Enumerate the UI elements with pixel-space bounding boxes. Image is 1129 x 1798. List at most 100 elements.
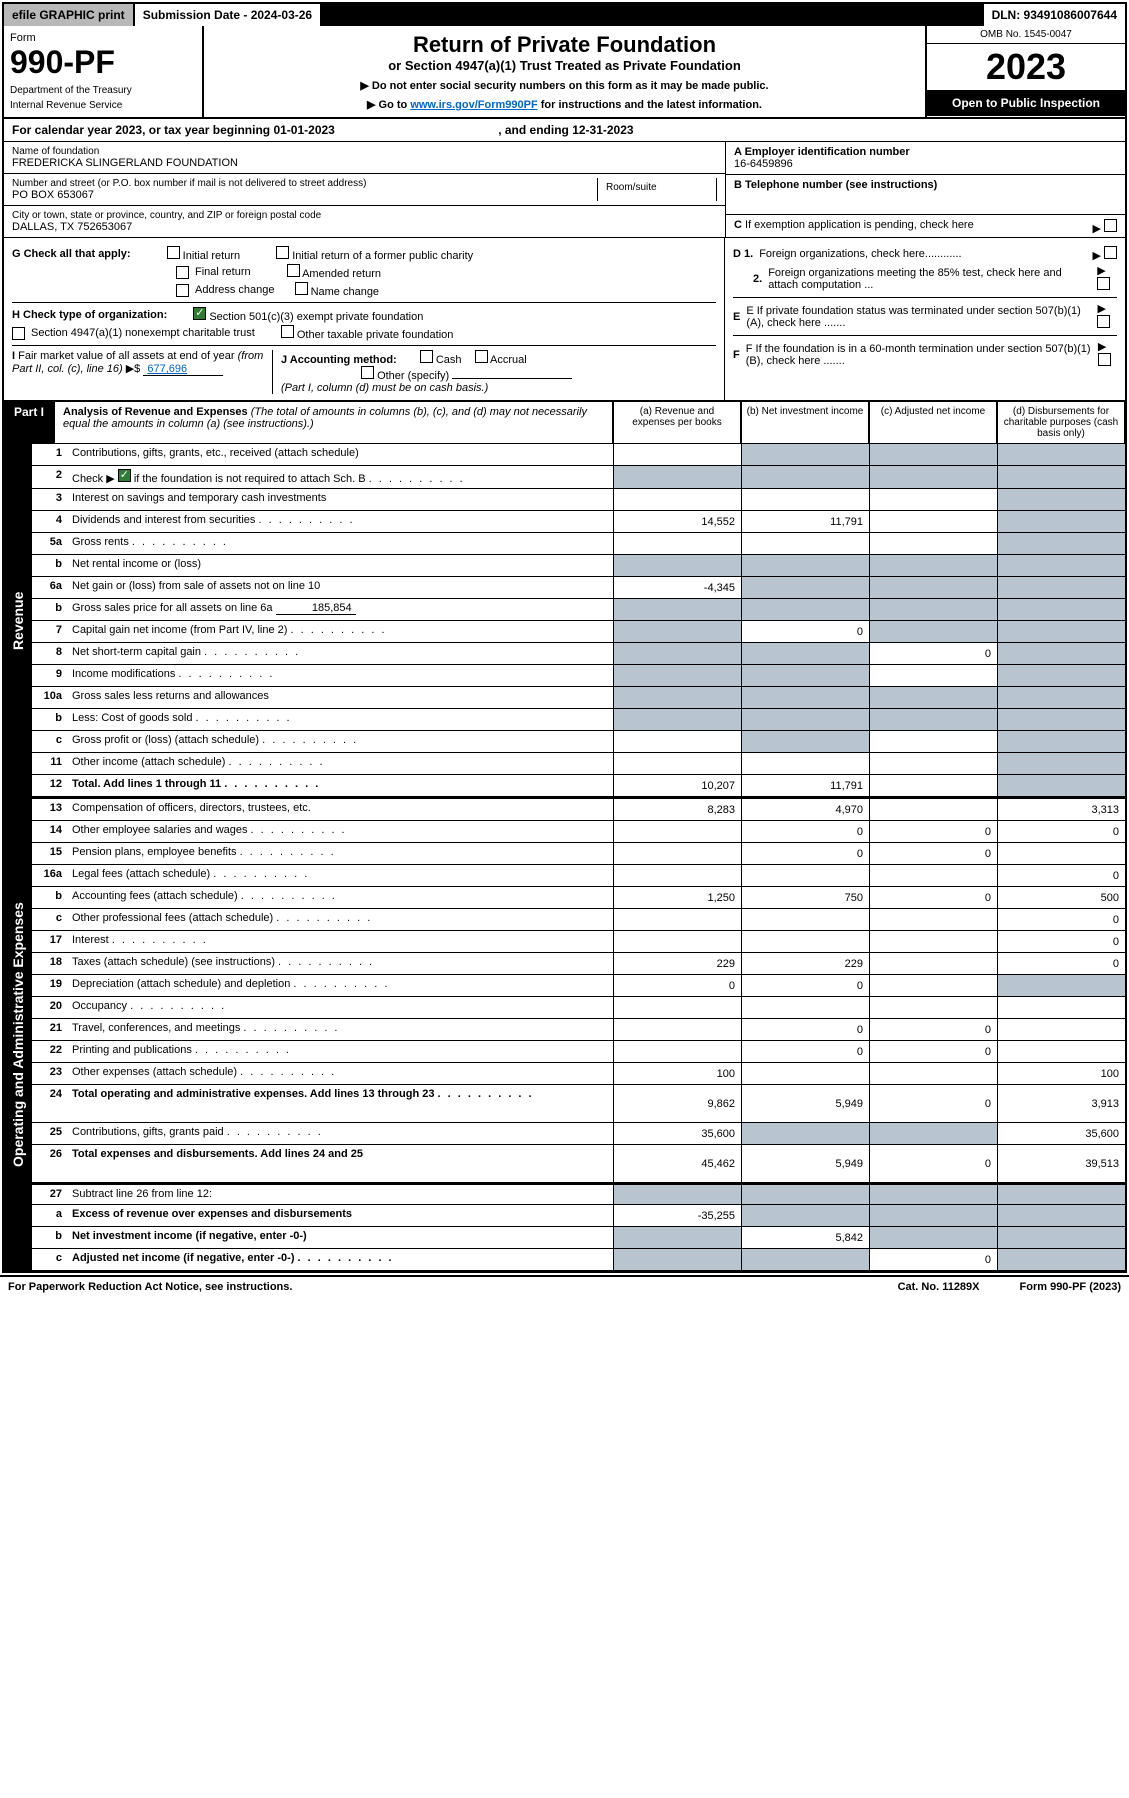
omb-number: OMB No. 1545-0047 xyxy=(927,26,1125,44)
col-b-header: (b) Net investment income xyxy=(741,401,869,444)
ein-value: 16-6459896 xyxy=(734,158,793,170)
g-amended-checkbox[interactable] xyxy=(287,264,300,277)
row-6b-num: b xyxy=(32,599,68,620)
row-15-num: 15 xyxy=(32,843,68,864)
row-15-col-c: 0 xyxy=(869,843,997,864)
row-10a-desc: Gross sales less returns and allowances xyxy=(68,687,613,708)
instr-goto: ▶ Go to www.irs.gov/Form990PF for instru… xyxy=(212,98,917,111)
row-20-num: 20 xyxy=(32,997,68,1018)
row-10b-num: b xyxy=(32,709,68,730)
g-final-label: Final return xyxy=(195,266,251,278)
g-label: G Check all that apply: xyxy=(12,248,131,260)
g-address-label: Address change xyxy=(195,284,275,296)
row-16c-col-d: 0 xyxy=(997,909,1125,930)
row-22-desc: Printing and publications xyxy=(68,1041,613,1062)
row-26-col-a: 45,462 xyxy=(613,1145,741,1182)
g-final-checkbox[interactable] xyxy=(176,266,189,279)
row-8-col-c: 0 xyxy=(869,643,997,664)
row-24-col-d: 3,913 xyxy=(997,1085,1125,1122)
row-25-col-d: 35,600 xyxy=(997,1123,1125,1144)
row-16b-col-b: 750 xyxy=(741,887,869,908)
row-23-desc: Other expenses (attach schedule) xyxy=(68,1063,613,1084)
g-address-checkbox[interactable] xyxy=(176,284,189,297)
h-501c3-checkbox[interactable] xyxy=(193,307,206,320)
row-15-desc: Pension plans, employee benefits xyxy=(68,843,613,864)
g-name-checkbox[interactable] xyxy=(295,282,308,295)
efile-label[interactable]: efile GRAPHIC print xyxy=(4,4,135,26)
row-7-num: 7 xyxy=(32,621,68,642)
row-13-num: 13 xyxy=(32,799,68,820)
row-6a-num: 6a xyxy=(32,577,68,598)
sch-b-checkbox[interactable] xyxy=(118,469,131,482)
part-i-title: Analysis of Revenue and Expenses xyxy=(63,406,248,418)
row-26-desc: Total expenses and disbursements. Add li… xyxy=(68,1145,613,1182)
street-value: PO BOX 653067 xyxy=(12,189,94,201)
h-other-tax-checkbox[interactable] xyxy=(281,325,294,338)
f-checkbox[interactable] xyxy=(1098,353,1111,366)
row-2-num: 2 xyxy=(32,466,68,488)
row-23-col-d: 100 xyxy=(997,1063,1125,1084)
row-9-num: 9 xyxy=(32,665,68,686)
row-23-num: 23 xyxy=(32,1063,68,1084)
row-5a-num: 5a xyxy=(32,533,68,554)
d1-label: Foreign organizations, check here.......… xyxy=(759,248,961,260)
row-27a-desc: Excess of revenue over expenses and disb… xyxy=(68,1205,613,1226)
dept-irs: Internal Revenue Service xyxy=(10,100,196,111)
d1-checkbox[interactable] xyxy=(1104,246,1117,259)
row-5b-desc: Net rental income or (loss) xyxy=(68,555,613,576)
row-14-col-d: 0 xyxy=(997,821,1125,842)
cy-end: 12-31-2023 xyxy=(572,123,633,137)
row-4-col-b: 11,791 xyxy=(741,511,869,532)
row-18-num: 18 xyxy=(32,953,68,974)
row-14-col-c: 0 xyxy=(869,821,997,842)
i-fmv-value[interactable]: 677,696 xyxy=(143,363,223,376)
row-11-num: 11 xyxy=(32,753,68,774)
row-14-col-b: 0 xyxy=(741,821,869,842)
d2-checkbox[interactable] xyxy=(1097,277,1110,290)
title-main: Return of Private Foundation xyxy=(212,32,917,58)
row-12-desc: Total. Add lines 1 through 11 xyxy=(68,775,613,796)
row-16b-desc: Accounting fees (attach schedule) xyxy=(68,887,613,908)
row-5a-desc: Gross rents xyxy=(68,533,613,554)
g-initial-checkbox[interactable] xyxy=(167,246,180,259)
e-checkbox[interactable] xyxy=(1097,315,1110,328)
submission-date: Submission Date - 2024-03-26 xyxy=(135,4,322,26)
row-19-col-b: 0 xyxy=(741,975,869,996)
irs-link[interactable]: www.irs.gov/Form990PF xyxy=(410,99,537,111)
row-6a-desc: Net gain or (loss) from sale of assets n… xyxy=(68,577,613,598)
form-ref: Form 990-PF (2023) xyxy=(1020,1281,1121,1293)
row-24-desc: Total operating and administrative expen… xyxy=(68,1085,613,1122)
cat-number: Cat. No. 11289X xyxy=(898,1281,980,1293)
j-accrual-checkbox[interactable] xyxy=(475,350,488,363)
j-cash-checkbox[interactable] xyxy=(420,350,433,363)
top-bar: efile GRAPHIC print Submission Date - 20… xyxy=(4,4,1125,26)
row-17-desc: Interest xyxy=(68,931,613,952)
row-27c-desc: Adjusted net income (if negative, enter … xyxy=(68,1249,613,1270)
g-initial-former-checkbox[interactable] xyxy=(276,246,289,259)
c-checkbox[interactable] xyxy=(1104,219,1117,232)
row-16b-col-d: 500 xyxy=(997,887,1125,908)
row-6a-col-a: -4,345 xyxy=(613,577,741,598)
row-25-desc: Contributions, gifts, grants paid xyxy=(68,1123,613,1144)
row-19-desc: Depreciation (attach schedule) and deple… xyxy=(68,975,613,996)
j-note: (Part I, column (d) must be on cash basi… xyxy=(281,382,488,394)
revenue-side-label: Revenue xyxy=(4,444,32,797)
h-label: H Check type of organization: xyxy=(12,309,167,321)
calendar-year-row: For calendar year 2023, or tax year begi… xyxy=(4,119,1125,142)
col-d-header: (d) Disbursements for charitable purpose… xyxy=(997,401,1125,444)
row-17-num: 17 xyxy=(32,931,68,952)
row-12-num: 12 xyxy=(32,775,68,796)
g-amended-label: Amended return xyxy=(302,268,381,280)
title-sub: or Section 4947(a)(1) Trust Treated as P… xyxy=(212,58,917,73)
row-16b-col-a: 1,250 xyxy=(613,887,741,908)
row-19-num: 19 xyxy=(32,975,68,996)
row-18-desc: Taxes (attach schedule) (see instruction… xyxy=(68,953,613,974)
row-6b-value: 185,854 xyxy=(276,602,356,615)
j-label: J Accounting method: xyxy=(281,354,397,366)
row-24-num: 24 xyxy=(32,1085,68,1122)
city-value: DALLAS, TX 752653067 xyxy=(12,221,132,233)
j-other-checkbox[interactable] xyxy=(361,366,374,379)
d2-label: Foreign organizations meeting the 85% te… xyxy=(768,267,1091,291)
h-4947-checkbox[interactable] xyxy=(12,327,25,340)
row-26-col-b: 5,949 xyxy=(741,1145,869,1182)
